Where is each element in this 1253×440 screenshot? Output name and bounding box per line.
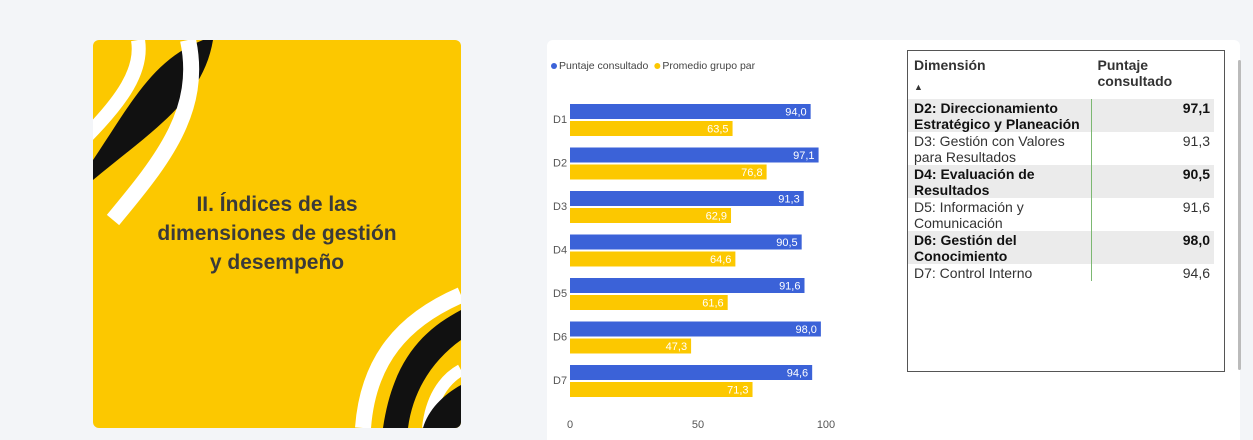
bar[interactable]: [570, 121, 733, 136]
bar[interactable]: [570, 321, 821, 337]
bar[interactable]: [570, 365, 813, 380]
score-cell: 91,6: [1091, 198, 1214, 231]
table-row[interactable]: D4: Evaluación de Resultados 90,5: [908, 165, 1214, 198]
y-tick-label: D3: [553, 201, 567, 213]
x-tick-label: 50: [692, 419, 704, 431]
dimension-cell: D7: Control Interno: [914, 265, 1033, 281]
y-tick-label: D2: [553, 157, 567, 169]
header-cell[interactable]: Dimensión ▲: [908, 51, 1092, 99]
table-container: Dimensión ▲ Puntaje consultado D2: Direcc…: [907, 50, 1225, 372]
score-cell: 91,3: [1091, 132, 1214, 165]
value-label: 61,6: [702, 297, 723, 309]
bar[interactable]: [570, 295, 728, 310]
decor-arc: [93, 40, 146, 140]
legend-label[interactable]: Puntaje consultado: [559, 60, 648, 72]
chart-panel: Puntaje consultado Promedio grupo par 0 50 1…: [547, 40, 1240, 440]
card-decoration: [93, 40, 461, 428]
value-label: 94,6: [787, 367, 808, 379]
value-label: 94,0: [785, 106, 806, 118]
score-cell: 98,0: [1091, 231, 1214, 264]
card-title: II. Índices de las dimensiones de gestió…: [157, 193, 397, 274]
decor-shape: [383, 310, 461, 428]
bar[interactable]: [570, 208, 732, 223]
y-tick-label: D7: [553, 375, 567, 387]
bar[interactable]: [570, 104, 811, 119]
bar[interactable]: [570, 278, 805, 293]
y-tick-label: D6: [553, 331, 567, 343]
decor-arc: [355, 287, 461, 428]
score-cell: 97,1: [1091, 99, 1214, 132]
score-cell: 94,6: [1091, 264, 1214, 281]
decor-shape: [423, 385, 461, 428]
dimension-cell: D6: Gestión del Conocimiento: [914, 232, 1017, 264]
value-label: 64,6: [710, 254, 731, 266]
value-label: 47,3: [666, 341, 687, 353]
value-label: 71,3: [727, 384, 748, 396]
value-label: 91,6: [779, 280, 800, 292]
bar[interactable]: [570, 338, 692, 354]
bar[interactable]: [570, 251, 736, 267]
value-label: 91,3: [778, 193, 799, 205]
sort-arrow[interactable]: ▲: [914, 82, 923, 92]
bar[interactable]: [570, 382, 753, 397]
dimension-cell: D5: Información y Comunicación: [914, 199, 1024, 231]
value-label: 98,0: [795, 324, 816, 336]
x-tick-label: 100: [817, 419, 835, 431]
y-tick-label: D4: [553, 244, 567, 256]
bar[interactable]: [570, 234, 802, 250]
legend-label[interactable]: Promedio grupo par: [662, 60, 755, 72]
bar[interactable]: [570, 164, 767, 180]
table-row[interactable]: D7: Control Interno 94,6: [908, 264, 1214, 281]
table-row[interactable]: D5: Información y Comunicación 91,6: [908, 198, 1214, 231]
score-cell: 90,5: [1091, 165, 1214, 198]
value-label: 63,5: [707, 123, 728, 135]
bar[interactable]: [570, 191, 804, 206]
legend-marker: [654, 63, 661, 69]
table-row[interactable]: D2: Direccionamiento Estratégico y Plane…: [908, 99, 1214, 132]
x-tick-label: 0: [567, 419, 573, 431]
bar[interactable]: [570, 147, 819, 163]
decor-arc: [106, 40, 200, 226]
value-label: 97,1: [793, 150, 814, 162]
y-tick-label: D5: [553, 288, 567, 300]
value-label: 76,8: [741, 167, 762, 179]
chart: Puntaje consultado Promedio grupo par 0 50 1…: [551, 60, 835, 431]
legend-marker: [551, 63, 557, 69]
table-row[interactable]: D6: Gestión del Conocimiento 98,0: [908, 231, 1214, 264]
scrollbar[interactable]: [1238, 60, 1241, 370]
dimension-cell: D2: Direccionamiento Estratégico y Plane…: [914, 100, 1080, 132]
dimension-cell: D3: Gestión con Valores para Resultados: [914, 133, 1065, 165]
table: Dimensión ▲ Puntaje consultado D2: Direcc…: [908, 51, 1214, 281]
table-row[interactable]: D3: Gestión con Valores para Resultados 9…: [908, 132, 1214, 165]
dimension-cell: D4: Evaluación de Resultados: [914, 166, 1035, 198]
value-label: 90,5: [776, 237, 797, 249]
title-card: II. Índices de las dimensiones de gestió…: [93, 40, 461, 428]
table-header: Dimensión ▲ Puntaje consultado: [908, 51, 1214, 99]
header-text: Dimensión: [914, 57, 986, 73]
y-tick-label: D1: [553, 114, 567, 126]
header-cell[interactable]: Puntaje consultado: [1097, 57, 1173, 89]
value-label: 62,9: [706, 210, 727, 222]
